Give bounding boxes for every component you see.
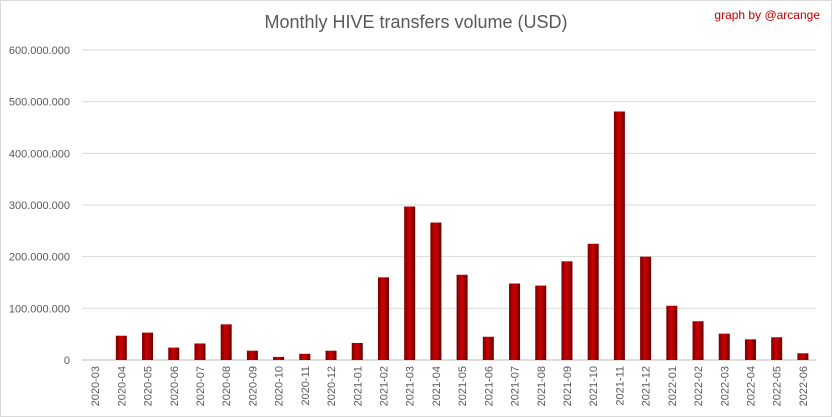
x-tick-label: 2021-03 (405, 366, 417, 406)
bar (168, 347, 180, 360)
x-tick-label: 2021-12 (641, 366, 653, 406)
bar (587, 243, 599, 360)
x-tick-label: 2021-06 (483, 366, 495, 406)
y-tick-label: 400.000.000 (9, 148, 70, 160)
x-tick-label: 2021-05 (457, 366, 469, 406)
bar (482, 336, 494, 360)
bar (640, 256, 652, 360)
x-tick-label: 2022-06 (798, 366, 810, 406)
x-tick-label: 2021-09 (562, 366, 574, 406)
bar (142, 332, 154, 360)
x-tick-label: 2020-08 (221, 366, 233, 406)
x-tick-label: 2020-06 (169, 366, 181, 406)
bar (404, 206, 416, 360)
x-tick-label: 2020-09 (247, 366, 259, 406)
x-tick-label: 2021-08 (536, 366, 548, 406)
bars (115, 111, 809, 360)
x-tick-label: 2021-07 (510, 366, 522, 406)
bar (115, 335, 127, 360)
bar (718, 333, 730, 360)
bar (561, 261, 573, 360)
y-tick-label: 200.000.000 (9, 252, 70, 264)
x-tick-label: 2020-05 (143, 366, 155, 406)
bar (456, 274, 468, 360)
bar (220, 324, 232, 360)
x-tick-label: 2020-03 (90, 366, 102, 406)
bar (299, 353, 311, 360)
bar (430, 222, 442, 360)
bar (351, 342, 363, 360)
chart-title: Monthly HIVE transfers volume (USD) (264, 12, 568, 32)
bar (797, 353, 809, 360)
bar (666, 305, 678, 360)
x-tick-label: 2022-04 (745, 366, 757, 406)
y-tick-label: 300.000.000 (9, 200, 70, 212)
bar (246, 350, 258, 360)
x-axis: 2020-03 2020-04 2020-05 2020-06 2020-07 2020-… (90, 366, 810, 406)
y-tick-label: 100.000.000 (9, 303, 70, 315)
bar (509, 283, 521, 360)
y-tick-label: 600.000.000 (9, 45, 70, 57)
x-tick-label: 2022-01 (667, 366, 679, 406)
x-tick-label: 2022-05 (772, 366, 784, 406)
x-tick-label: 2020-12 (326, 366, 338, 406)
gridlines (82, 49, 816, 361)
bar (613, 111, 625, 360)
bar (535, 285, 547, 360)
x-tick-label: 2020-10 (274, 366, 286, 406)
bar (325, 350, 337, 360)
x-tick-label: 2021-01 (352, 366, 364, 406)
x-tick-label: 2022-02 (693, 366, 705, 406)
x-tick-label: 2020-11 (300, 366, 312, 406)
y-axis: 0 100.000.000 200.000.000 300.000.000 400.00… (9, 45, 70, 367)
y-tick-label: 500.000.000 (9, 97, 70, 109)
y-tick-label: 0 (64, 355, 70, 367)
x-tick-label: 2021-04 (431, 366, 443, 406)
bar (692, 321, 704, 360)
x-tick-label: 2021-10 (588, 366, 600, 406)
bar (744, 339, 756, 360)
bar (194, 343, 206, 360)
x-tick-label: 2020-07 (195, 366, 207, 406)
bar (771, 337, 783, 360)
bar (377, 277, 389, 360)
x-tick-label: 2022-03 (719, 366, 731, 406)
x-tick-label: 2021-11 (614, 366, 626, 406)
bar (273, 356, 285, 360)
x-tick-label: 2021-02 (378, 366, 390, 406)
chart-credit: graph by @arcange (714, 8, 820, 22)
x-tick-label: 2020-04 (116, 366, 128, 406)
